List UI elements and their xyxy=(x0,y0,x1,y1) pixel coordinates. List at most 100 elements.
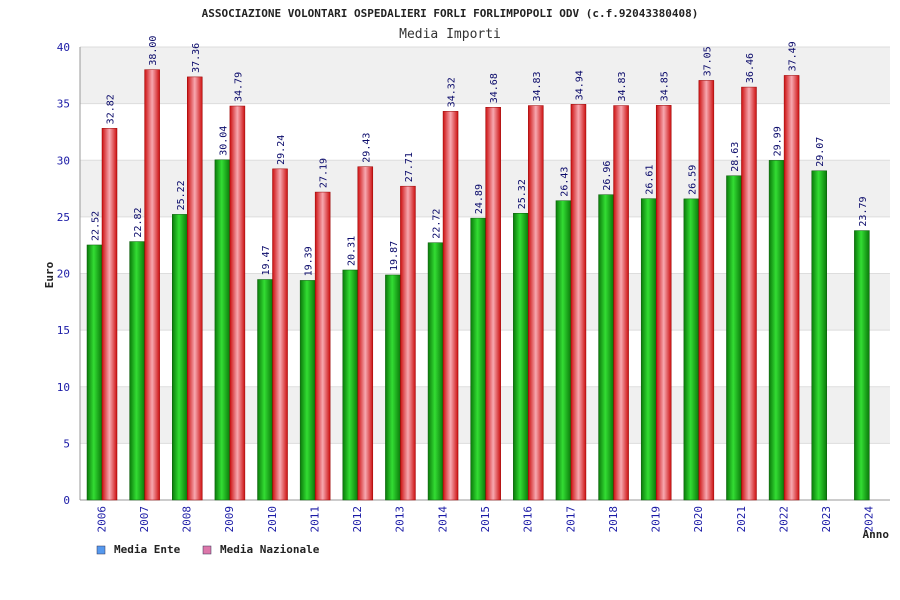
bar-media-nazionale xyxy=(698,80,715,501)
x-tick-label: 2023 xyxy=(820,506,833,533)
bar-media-ente xyxy=(129,241,145,501)
data-label: 30.04 xyxy=(218,126,229,156)
data-label: 34.94 xyxy=(574,70,585,100)
chart-title: ASSOCIAZIONE VOLONTARI OSPEDALIERI FORLI… xyxy=(202,7,699,20)
chart-subtitle: Media Importi xyxy=(399,27,501,42)
x-tick-label: 2016 xyxy=(522,506,535,533)
x-tick-label: 2009 xyxy=(223,506,236,533)
bar-media-nazionale xyxy=(101,128,118,501)
x-tick-label: 2020 xyxy=(692,506,705,533)
x-tick-label: 2019 xyxy=(650,506,663,533)
data-label: 26.59 xyxy=(687,165,698,195)
bar-media-nazionale xyxy=(229,105,246,501)
x-axis-label: Anno xyxy=(863,528,890,541)
data-label: 37.05 xyxy=(702,46,713,76)
data-label: 27.71 xyxy=(404,152,415,182)
x-tick-label: 2012 xyxy=(351,506,364,533)
data-label: 29.24 xyxy=(276,135,287,165)
data-label: 34.32 xyxy=(447,77,458,107)
y-tick-label: 40 xyxy=(57,41,70,54)
y-tick-label: 10 xyxy=(57,381,70,394)
x-tick-label: 2007 xyxy=(138,506,151,533)
bar-media-nazionale xyxy=(783,75,800,501)
x-tick-label: 2017 xyxy=(564,506,577,533)
y-tick-label: 25 xyxy=(57,211,70,224)
data-label: 29.99 xyxy=(773,126,784,156)
bar-media-ente xyxy=(299,280,316,501)
bar-media-ente xyxy=(427,242,444,501)
legend-swatch-media-ente xyxy=(96,545,106,555)
data-label: 38.00 xyxy=(148,36,159,66)
bar-media-ente xyxy=(854,230,870,501)
bar-media-ente xyxy=(513,213,529,501)
bar-media-nazionale xyxy=(357,166,374,501)
x-axis: 2006 2007 2008 2009 2010 2011 2012 2013 2014 2015… xyxy=(95,506,875,533)
data-label: 28.63 xyxy=(730,142,741,172)
data-label: 22.82 xyxy=(133,207,144,237)
bar-media-nazionale xyxy=(741,86,757,501)
x-tick-label: 2006 xyxy=(95,506,108,533)
y-tick-label: 15 xyxy=(57,324,70,337)
data-label: 34.83 xyxy=(532,71,543,101)
bar-media-ente xyxy=(86,244,103,501)
data-label: 23.79 xyxy=(858,196,869,226)
bar-media-nazionale xyxy=(485,106,501,501)
bar-media-ente xyxy=(342,269,359,501)
data-label: 24.89 xyxy=(474,184,485,214)
data-label: 34.79 xyxy=(233,72,244,102)
x-tick-label: 2010 xyxy=(266,506,279,533)
y-tick-label: 20 xyxy=(57,268,70,281)
data-label: 19.87 xyxy=(389,241,400,271)
bar-media-ente xyxy=(598,194,614,501)
data-label: 32.82 xyxy=(106,94,117,124)
bar-media-nazionale xyxy=(144,69,160,501)
data-label: 25.22 xyxy=(176,180,187,210)
bar-media-ente xyxy=(257,279,273,501)
bar-media-ente xyxy=(555,200,572,501)
bar-media-nazionale xyxy=(400,185,416,501)
data-label: 36.46 xyxy=(745,53,756,83)
y-axis-label: Euro xyxy=(43,261,56,288)
x-tick-label: 2021 xyxy=(735,506,748,533)
bar-media-nazionale xyxy=(314,191,331,501)
data-label: 34.85 xyxy=(660,71,671,101)
bar-media-nazionale xyxy=(528,105,544,501)
data-label: 25.32 xyxy=(517,179,528,209)
bar-media-ente xyxy=(640,198,657,501)
bar-media-nazionale xyxy=(613,105,629,501)
legend-swatch-media-nazionale xyxy=(202,545,212,555)
data-label: 22.72 xyxy=(432,209,443,239)
bar-media-ente xyxy=(683,198,700,501)
y-tick-label: 35 xyxy=(57,98,70,111)
legend: Media Ente Media Nazionale xyxy=(96,543,320,556)
data-label: 20.31 xyxy=(346,236,357,266)
x-tick-label: 2008 xyxy=(181,506,194,533)
x-tick-label: 2024 xyxy=(863,506,876,533)
y-tick-label: 30 xyxy=(57,154,70,167)
bar-media-ente xyxy=(385,274,401,501)
bar-media-nazionale xyxy=(187,76,203,501)
y-tick-label: 5 xyxy=(63,437,70,450)
data-label: 27.19 xyxy=(319,158,330,188)
bar-media-nazionale xyxy=(570,104,587,501)
data-label: 34.83 xyxy=(617,71,628,101)
data-label: 29.43 xyxy=(361,133,372,163)
data-label: 26.43 xyxy=(559,167,570,197)
legend-label-media-ente: Media Ente xyxy=(114,543,181,556)
data-label: 19.39 xyxy=(304,246,315,276)
data-label: 19.47 xyxy=(261,245,272,275)
x-tick-label: 2022 xyxy=(777,506,790,533)
bar-media-ente xyxy=(172,214,188,501)
bar-media-ente xyxy=(811,170,827,501)
data-label: 26.61 xyxy=(645,165,656,195)
data-label: 37.49 xyxy=(788,41,799,71)
legend-label-media-nazionale: Media Nazionale xyxy=(220,543,320,556)
data-label: 26.96 xyxy=(602,161,613,191)
data-label: 29.07 xyxy=(815,137,826,167)
x-tick-label: 2013 xyxy=(394,506,407,533)
bar-media-ente xyxy=(726,175,742,501)
bar-media-ente xyxy=(768,160,785,501)
y-axis: 0 5 10 15 20 25 30 35 40 xyxy=(57,41,70,507)
bar-media-nazionale xyxy=(272,168,288,501)
bars: 22.52 32.82 22.82 38.00 25.22 37.36 30.04 34.79… xyxy=(86,36,870,501)
